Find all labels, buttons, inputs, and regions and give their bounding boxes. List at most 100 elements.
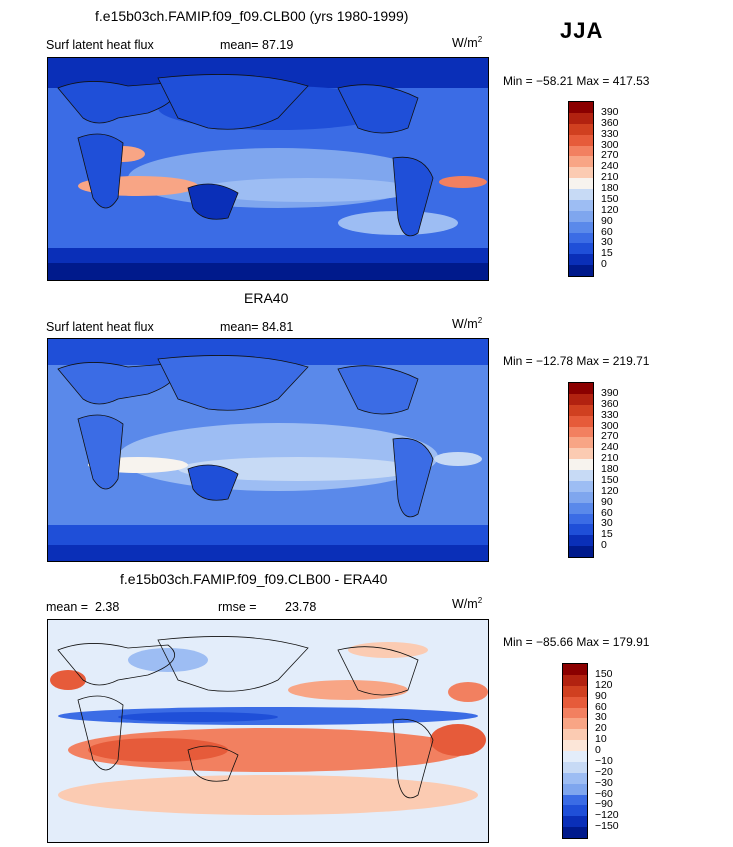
colorbar-swatch [563, 751, 587, 762]
colorbar-tick-label: 0 [595, 744, 601, 756]
colorbar-tick-label: 15 [601, 528, 613, 541]
colorbar-tick-label: 300 [601, 419, 619, 432]
colorbar-swatch [563, 794, 587, 806]
colorbar-swatch [563, 783, 587, 795]
panel-model-units: W/m2 [452, 35, 483, 51]
colorbar-tick-label: 210 [601, 452, 619, 465]
panel-diff-colorbar [562, 663, 588, 839]
colorbar-tick-label: 180 [601, 182, 619, 194]
panel-model-variable: Surf latent heat flux [46, 38, 154, 52]
colorbar-tick-label: 90 [601, 495, 613, 508]
colorbar-tick-label: 240 [601, 160, 619, 173]
panel-obs-units: W/m2 [452, 316, 483, 332]
panel-diff-mean-label: mean = [46, 600, 89, 614]
colorbar-swatch [563, 816, 587, 828]
colorbar-tick-label: 150 [601, 473, 619, 486]
colorbar-tick-label: −20 [595, 765, 613, 778]
panel-model-colorbar-ticks: 390 360 330 300 270 240 210 180 150 120 90 60 30 15 0 [601, 101, 641, 277]
colorbar-tick-label: 150 [601, 192, 619, 205]
colorbar-tick-label: −60 [595, 787, 613, 800]
colorbar-swatch [563, 685, 587, 697]
panel-diff-map [47, 619, 489, 843]
colorbar-tick-label: 120 [595, 678, 613, 691]
colorbar-swatch [563, 718, 587, 730]
colorbar-swatch [569, 393, 593, 405]
colorbar-tick-label: −10 [595, 754, 613, 767]
colorbar-tick-label: −30 [595, 776, 613, 789]
colorbar-swatch [563, 729, 587, 741]
colorbar-swatch [569, 254, 593, 266]
colorbar-swatch [563, 707, 587, 719]
panel-diff-mean-value: 2.38 [95, 600, 120, 614]
colorbar-swatch [569, 491, 593, 503]
colorbar-swatch [569, 265, 593, 276]
colorbar-tick-label: 60 [595, 700, 607, 713]
panel-obs-mean-label: mean= [220, 320, 259, 334]
colorbar-swatch [563, 772, 587, 784]
colorbar-swatch [569, 102, 593, 113]
panel-obs-colorbar-ticks: 390 360 330 300 270 240 210 180 150 120 90 60 30 15 0 [601, 382, 641, 558]
colorbar-tick-label: 30 [595, 711, 607, 724]
colorbar-swatch [569, 502, 593, 514]
colorbar-swatch [569, 404, 593, 416]
panel-model-mean-label: mean= [220, 38, 259, 52]
colorbar-tick-label: 300 [601, 138, 619, 151]
colorbar-swatch [569, 513, 593, 525]
colorbar-tick-label: −150 [595, 820, 619, 833]
panel-obs-title: ERA40 [244, 290, 289, 306]
colorbar-swatch [569, 243, 593, 255]
colorbar-swatch [569, 437, 593, 449]
colorbar-swatch [563, 696, 587, 708]
panel-diff-rmse-label: rmse = [218, 600, 257, 614]
colorbar-swatch [569, 535, 593, 547]
colorbar-tick-label: 30 [601, 236, 613, 249]
colorbar-tick-label: 390 [601, 105, 619, 118]
panel-diff-minmax: Min = −85.66 Max = 179.91 [503, 635, 650, 649]
colorbar-swatch [569, 221, 593, 233]
colorbar-tick-label: −90 [595, 798, 613, 811]
colorbar-swatch [569, 156, 593, 168]
colorbar-tick-label: 330 [601, 127, 619, 140]
panel-diff-title: f.e15b03ch.FAMIP.f09_f09.CLB00 - ERA40 [120, 571, 388, 587]
colorbar-tick-label: −120 [595, 809, 619, 822]
panel-model-minmax: Min = −58.21 Max = 417.53 [503, 74, 650, 88]
colorbar-tick-label: 10 [595, 733, 607, 746]
colorbar-swatch [569, 210, 593, 222]
panel-model-title: f.e15b03ch.FAMIP.f09_f09.CLB00 (yrs 1980… [95, 8, 409, 24]
colorbar-swatch [569, 232, 593, 244]
panel-diff-rmse-value: 23.78 [285, 600, 317, 614]
panel-obs-mean-value: 84.81 [262, 320, 294, 334]
colorbar-tick-label: 20 [595, 722, 607, 735]
colorbar-tick-label: 15 [601, 247, 613, 260]
panel-model-map [47, 57, 489, 281]
colorbar-tick-label: 120 [601, 203, 619, 216]
colorbar-swatch [563, 740, 587, 751]
colorbar-tick-label: 60 [601, 225, 613, 238]
colorbar-swatch [569, 546, 593, 557]
panel-model-colorbar [568, 101, 594, 277]
colorbar-swatch [569, 426, 593, 438]
panel-obs-colorbar [568, 382, 594, 558]
colorbar-swatch [569, 189, 593, 200]
colorbar-tick-label: 180 [601, 463, 619, 475]
colorbar-swatch [569, 415, 593, 427]
colorbar-swatch [563, 827, 587, 838]
colorbar-swatch [569, 448, 593, 460]
colorbar-tick-label: 240 [601, 441, 619, 454]
colorbar-tick-label: 120 [601, 484, 619, 497]
colorbar-tick-label: 390 [601, 386, 619, 399]
panel-obs-minmax: Min = −12.78 Max = 219.71 [503, 354, 650, 368]
colorbar-tick-label: 30 [601, 517, 613, 530]
panel-diff-colorbar-ticks: 150 120 90 60 30 20 10 0 −10 −20 −30 −60 −90 −120 −150 [595, 663, 641, 839]
colorbar-swatch [569, 123, 593, 135]
colorbar-tick-label: 0 [601, 539, 607, 552]
colorbar-swatch [563, 664, 587, 675]
colorbar-tick-label: 60 [601, 506, 613, 519]
colorbar-tick-label: 330 [601, 408, 619, 421]
colorbar-swatch [569, 459, 593, 470]
colorbar-tick-label: 360 [601, 397, 619, 410]
season-label: JJA [560, 18, 604, 43]
colorbar-swatch [563, 805, 587, 817]
colorbar-swatch [569, 134, 593, 146]
colorbar-swatch [569, 178, 593, 189]
